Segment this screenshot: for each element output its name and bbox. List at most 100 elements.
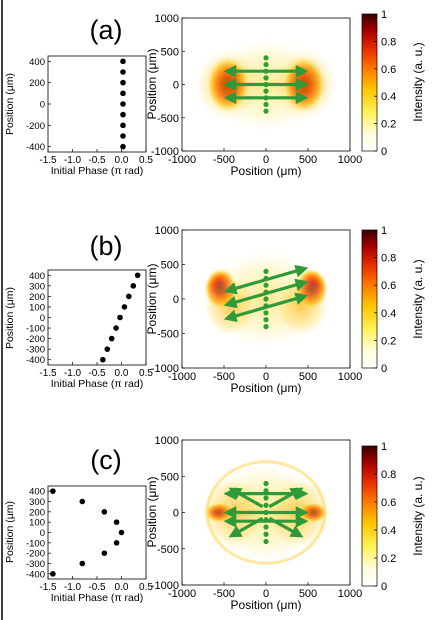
y-tick-label: -1000	[151, 363, 179, 375]
y-tick-label: 500	[161, 46, 179, 58]
colorbar-tick-label: 0.2	[381, 119, 396, 131]
colorbar-tick-label: 0.4	[381, 91, 396, 103]
emitter-dot	[263, 101, 269, 108]
data-point	[120, 133, 126, 139]
y-tick-label: -500	[157, 544, 179, 556]
x-tick-label: -500	[213, 588, 235, 600]
x-tick-label: -1.0	[64, 155, 82, 166]
panel-label: (b)	[90, 231, 123, 261]
y-tick-label: -300	[26, 345, 45, 356]
y-tick-label: -100	[26, 324, 45, 335]
x-axis-label: Initial Phase (π rad)	[51, 378, 143, 390]
colorbar-tick-label: 0.6	[381, 280, 396, 292]
x-tick-label: -1.0	[64, 582, 82, 593]
y-tick-label: 500	[161, 260, 179, 272]
x-tick-label: 0.0	[115, 368, 129, 379]
colorbar-tick-label: 0.8	[381, 36, 396, 48]
x-tick-label: 0.5	[139, 155, 153, 166]
colorbar-tick-label: 0.4	[381, 308, 396, 320]
y-axis-label: Position (μm)	[145, 264, 159, 335]
data-point	[134, 272, 141, 279]
colorbar-tick-label: 0	[381, 146, 387, 158]
colorbar-tick-label: 0.4	[381, 525, 396, 537]
colorbar-tick-label: 1	[381, 441, 387, 453]
emitter-dot	[263, 538, 269, 545]
y-tick-label: 0	[173, 80, 179, 92]
y-tick-label: 200	[29, 507, 45, 518]
x-tick-label: -1.5	[39, 582, 57, 593]
y-tick-label: -1000	[151, 580, 179, 592]
data-point	[50, 488, 56, 494]
y-tick-label: -200	[26, 549, 45, 560]
y-tick-label: -100	[26, 538, 45, 549]
x-tick-label: 0.0	[115, 582, 129, 593]
x-tick-label: -500	[213, 371, 235, 383]
emitter-dot	[263, 268, 269, 274]
emitter-dot	[263, 75, 269, 81]
y-tick-label: 0	[173, 508, 179, 520]
y-tick-label: 200	[29, 292, 45, 303]
x-tick-label: -0.5	[88, 155, 106, 166]
data-point	[118, 529, 125, 536]
data-point	[120, 79, 126, 86]
colorbar-tick-label: 1	[381, 9, 387, 21]
y-tick-label: 200	[29, 78, 45, 89]
colorbar: 0 0.2 0.4 0.6 0.8 1 Intensity (a. u.)	[361, 225, 425, 375]
x-axis-label: Position (μm)	[231, 164, 302, 178]
colorbar-tick-label: 0.2	[381, 335, 396, 347]
y-axis-label: Position (μm)	[145, 49, 159, 120]
x-tick-label: 1000	[338, 588, 362, 600]
emitter-dot	[263, 61, 269, 68]
y-tick-label: 1000	[155, 225, 179, 237]
data-point	[113, 325, 119, 331]
intensity-heatmap: -1000 -500 0 500 1000 -1000 -500 0 500 1000 Positi…	[145, 225, 425, 395]
scatter-frame	[47, 485, 147, 580]
y-tick-label: -200	[26, 121, 45, 132]
x-tick-label: 0.0	[115, 155, 129, 166]
y-tick-label: -500	[157, 329, 179, 341]
data-point	[120, 122, 126, 129]
colorbar-gradient	[361, 445, 378, 587]
data-point	[120, 143, 126, 150]
colorbar-label: Intensity (a. u.)	[411, 259, 425, 338]
y-tick-label: 0	[40, 528, 45, 539]
x-tick-label: 500	[299, 154, 317, 166]
data-point	[120, 69, 126, 75]
data-point	[104, 346, 111, 352]
data-point	[120, 58, 126, 65]
y-axis-label: Position (μm)	[4, 73, 16, 135]
colorbar: 0 0.2 0.4 0.6 0.8 1 Intensity (a. u.)	[361, 9, 425, 158]
x-axis-label: Position (μm)	[231, 381, 302, 395]
x-tick-label: 1000	[338, 371, 362, 383]
scatter-frame	[47, 55, 147, 153]
x-tick-label: -0.5	[88, 582, 106, 593]
y-tick-label: 500	[161, 471, 179, 483]
data-point	[117, 314, 123, 321]
colorbar: 0 0.2 0.4 0.6 0.8 1 Intensity (a. u.)	[361, 441, 425, 593]
x-tick-label: 1000	[338, 154, 362, 166]
y-tick-label: 0	[40, 313, 45, 324]
panel-label: (a)	[90, 15, 123, 45]
beam-arrow	[268, 487, 304, 509]
colorbar-gradient	[361, 13, 378, 152]
colorbar-label: Intensity (a. u.)	[411, 476, 425, 555]
y-tick-label: 1000	[155, 13, 179, 25]
colorbar-tick-label: 0.8	[381, 469, 396, 481]
interference-ring	[205, 460, 327, 565]
data-point	[50, 571, 56, 577]
emitter-dot	[263, 480, 269, 487]
y-tick-label: 100	[29, 518, 45, 529]
phase-scatter-plot: -1.5 -1.0 -0.5 0.0 0.5 -400 -200 0 200 400 Initial…	[4, 15, 153, 177]
emitter-dot	[263, 310, 269, 316]
y-tick-label: -300	[26, 559, 45, 570]
x-tick-label: -0.5	[88, 368, 106, 379]
data-point	[101, 509, 108, 515]
y-tick-label: 300	[29, 497, 45, 508]
y-axis-label: Position (μm)	[145, 477, 159, 548]
x-tick-label: 0	[263, 154, 269, 166]
colorbar-tick-label: 0.6	[381, 497, 396, 509]
intensity-heatmap: -1000 -500 0 500 1000 -1000 -500 0 500 1000 Positi…	[145, 435, 425, 612]
emitter-dot	[263, 282, 269, 288]
beam-arrow	[223, 292, 309, 323]
y-axis-label: Position (μm)	[4, 287, 16, 349]
